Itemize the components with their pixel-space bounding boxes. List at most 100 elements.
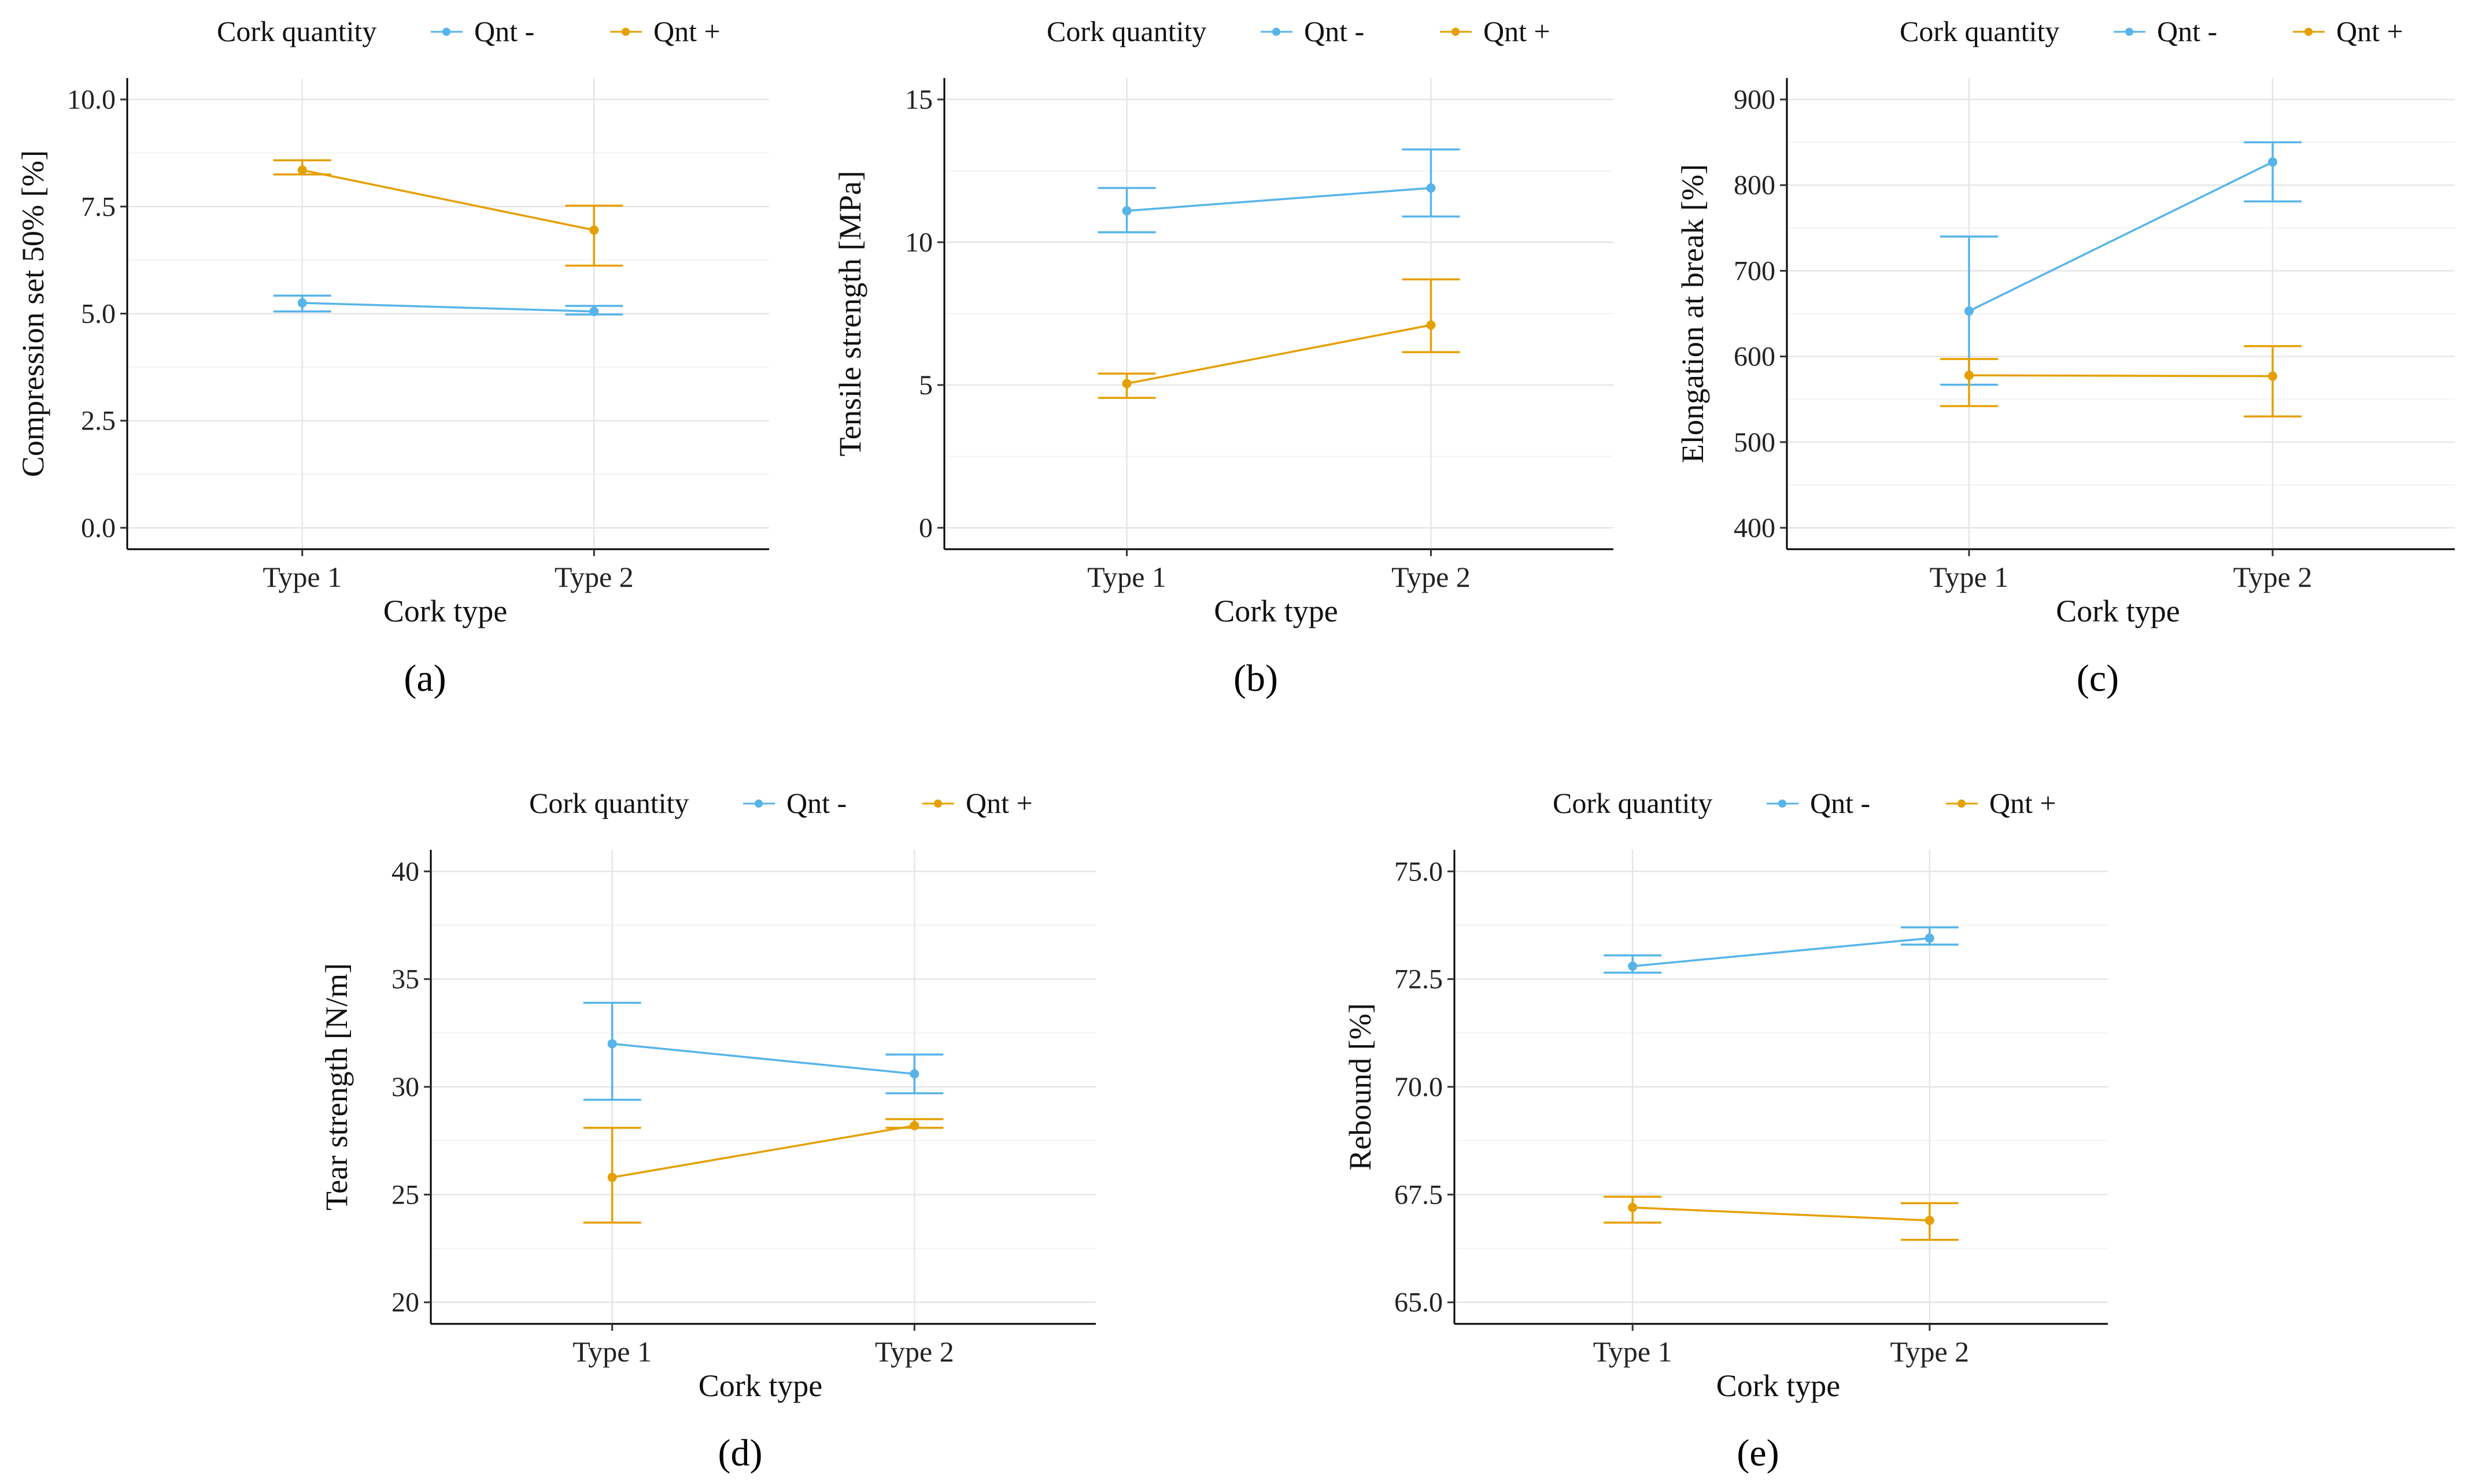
legend-entry-label: Qnt + bbox=[966, 787, 1033, 819]
x-tick-label: Type 2 bbox=[555, 561, 634, 593]
y-tick-label: 0.0 bbox=[81, 513, 116, 543]
y-tick-label: 5.0 bbox=[81, 299, 116, 330]
y-tick-label: 5 bbox=[919, 370, 933, 401]
data-point bbox=[589, 306, 599, 316]
panel-label: (c) bbox=[2077, 657, 2119, 700]
series-line bbox=[1632, 937, 1930, 968]
x-tick-label: Type 2 bbox=[2233, 561, 2313, 593]
y-tick-label: 40 bbox=[391, 856, 419, 887]
legend-title: Cork quantity bbox=[1900, 15, 2059, 47]
y-tick-label: 0 bbox=[919, 513, 933, 543]
y-tick-label: 25 bbox=[391, 1179, 419, 1210]
x-tick-label: Type 2 bbox=[1890, 1335, 1969, 1368]
data-point bbox=[1122, 379, 1132, 388]
chart-panel-d: 20 25 30 35 40 Type 1 Type 2 Cork type Tear stre… bbox=[312, 763, 1157, 1481]
y-tick-label: 500 bbox=[1734, 427, 1775, 458]
legend-title: Cork quantity bbox=[1553, 787, 1712, 819]
legend-entry-label: Qnt + bbox=[2336, 15, 2403, 47]
panel-label: (d) bbox=[718, 1432, 763, 1474]
data-point bbox=[2268, 371, 2277, 381]
y-tick-label: 65.0 bbox=[1394, 1287, 1443, 1318]
data-point bbox=[607, 1172, 617, 1182]
legend-entry-label: Qnt + bbox=[1989, 787, 2056, 819]
x-tick-label: Type 1 bbox=[1930, 561, 2009, 593]
x-tick-label: Type 1 bbox=[1087, 561, 1166, 593]
data-point bbox=[1964, 371, 1974, 380]
chart-d: 20 25 30 35 40 Type 1 Type 2 Cork type Tear stre… bbox=[319, 787, 1096, 1474]
series-line bbox=[302, 302, 594, 313]
legend-entry-label: Qnt - bbox=[1810, 787, 1870, 819]
data-point bbox=[1122, 206, 1132, 216]
x-axis-title: Cork type bbox=[1716, 1368, 1840, 1403]
data-point bbox=[1426, 320, 1436, 330]
y-tick-label: 10 bbox=[905, 227, 933, 258]
legend-title: Cork quantity bbox=[1047, 15, 1206, 47]
y-tick-label: 2.5 bbox=[81, 406, 116, 436]
chart-panel-c: 400 500 600 700 800 900 Type 1 Type 2 Cork type E… bbox=[1654, 0, 2471, 728]
y-tick-label: 400 bbox=[1734, 513, 1775, 543]
data-point bbox=[910, 1069, 919, 1079]
y-tick-label: 900 bbox=[1734, 84, 1775, 115]
legend-key-point bbox=[1957, 800, 1966, 808]
y-axis-title: Rebound [%] bbox=[1343, 1003, 1377, 1170]
series-line bbox=[1968, 374, 2273, 378]
series-line bbox=[1126, 187, 1431, 212]
data-point bbox=[910, 1121, 919, 1131]
legend-key-point bbox=[934, 800, 942, 808]
y-tick-label: 7.5 bbox=[81, 191, 116, 222]
legend-entry-label: Qnt - bbox=[786, 787, 847, 819]
data-point bbox=[607, 1039, 617, 1049]
series-line bbox=[302, 169, 594, 231]
x-axis-title: Cork type bbox=[1214, 594, 1338, 628]
y-axis-title: Tensile strength [MPa] bbox=[833, 171, 867, 456]
data-point bbox=[1925, 933, 1934, 943]
legend-entry-label: Qnt + bbox=[653, 15, 721, 47]
data-point bbox=[1426, 183, 1436, 193]
chart-a: 0.0 2.5 5.0 7.5 10.0 Type 1 Type 2 Cork type Com… bbox=[16, 15, 769, 700]
y-tick-label: 800 bbox=[1734, 170, 1775, 201]
panel-label: (a) bbox=[404, 657, 446, 700]
data-point bbox=[589, 225, 599, 235]
chart-panel-a: 0.0 2.5 5.0 7.5 10.0 Type 1 Type 2 Cork type Com… bbox=[0, 0, 821, 728]
y-axis-title: Compression set 50% [%] bbox=[16, 150, 50, 477]
data-point bbox=[1628, 961, 1638, 971]
y-tick-label: 35 bbox=[391, 964, 419, 995]
series-line bbox=[1968, 161, 2273, 312]
data-point bbox=[1964, 306, 1974, 316]
y-tick-label: 72.5 bbox=[1394, 964, 1443, 995]
y-tick-label: 30 bbox=[391, 1072, 419, 1102]
x-axis-title: Cork type bbox=[699, 1368, 822, 1403]
data-point bbox=[2268, 157, 2277, 167]
x-axis-title: Cork type bbox=[2056, 594, 2180, 628]
legend-key-point bbox=[2304, 28, 2313, 36]
x-tick-label: Type 1 bbox=[263, 561, 342, 593]
legend-entry-label: Qnt - bbox=[1304, 15, 1364, 47]
legend-key-point bbox=[1778, 800, 1786, 808]
y-tick-label: 20 bbox=[391, 1287, 419, 1318]
panel-label: (b) bbox=[1233, 657, 1278, 700]
x-tick-label: Type 1 bbox=[572, 1335, 652, 1368]
series-line bbox=[1632, 1206, 1930, 1222]
chart-panel-b: 0 5 10 15 Type 1 Type 2 Cork type Tensile stren… bbox=[821, 0, 1654, 728]
x-axis-title: Cork type bbox=[383, 594, 507, 628]
y-tick-label: 600 bbox=[1734, 342, 1775, 372]
x-tick-label: Type 1 bbox=[1593, 1335, 1672, 1368]
chart-b: 0 5 10 15 Type 1 Type 2 Cork type Tensile stren… bbox=[833, 15, 1613, 700]
chart-e: 65.0 67.5 70.0 72.5 75.0 Type 1 Type 2 Cork typ… bbox=[1343, 787, 2108, 1474]
panel-label: (e) bbox=[1737, 1432, 1779, 1474]
y-tick-label: 700 bbox=[1734, 256, 1775, 286]
series-line bbox=[1126, 324, 1431, 385]
series-line bbox=[612, 1042, 915, 1075]
legend-key-point bbox=[755, 800, 763, 808]
y-tick-label: 10.0 bbox=[67, 84, 116, 115]
y-tick-label: 75.0 bbox=[1394, 856, 1443, 887]
chart-panel-e: 65.0 67.5 70.0 72.5 75.0 Type 1 Type 2 Cork typ… bbox=[1313, 763, 2157, 1481]
y-tick-label: 15 bbox=[905, 84, 933, 115]
x-tick-label: Type 2 bbox=[875, 1335, 954, 1368]
legend-title: Cork quantity bbox=[529, 787, 689, 819]
legend-title: Cork quantity bbox=[217, 15, 376, 47]
y-tick-label: 67.5 bbox=[1394, 1179, 1443, 1210]
x-tick-label: Type 2 bbox=[1391, 561, 1471, 593]
data-point bbox=[1925, 1216, 1934, 1226]
legend-key-point bbox=[1272, 28, 1280, 36]
